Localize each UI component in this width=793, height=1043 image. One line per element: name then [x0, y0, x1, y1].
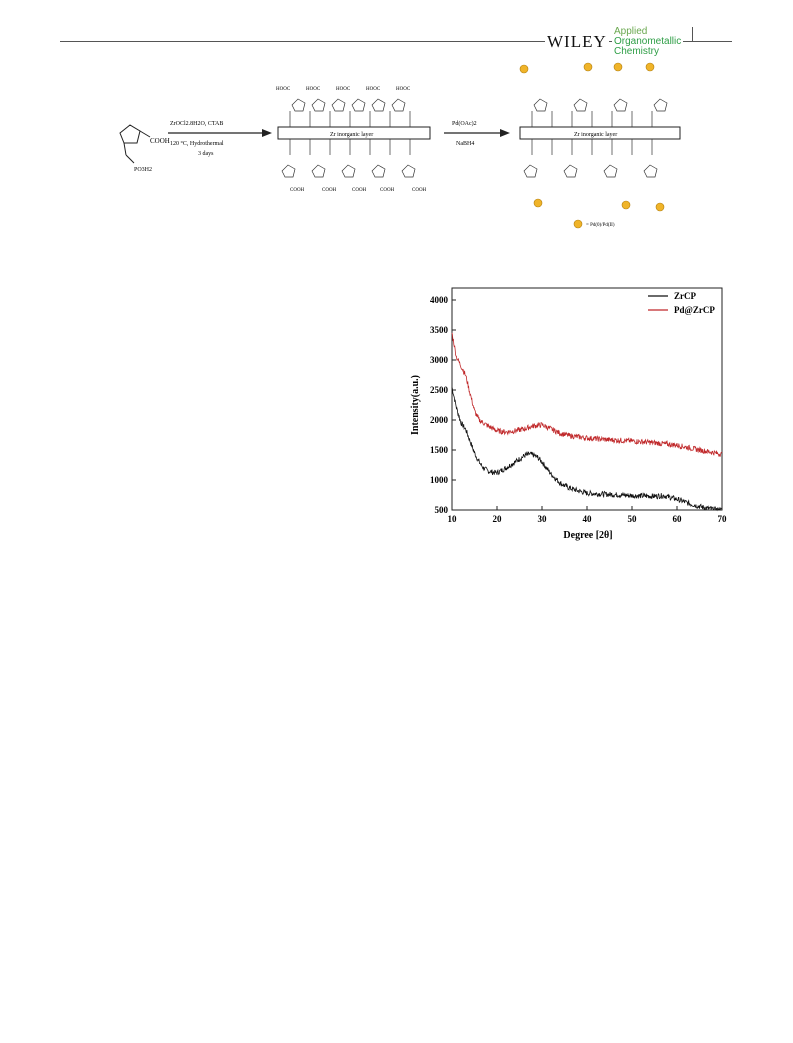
header-rule [60, 41, 732, 42]
cooh-label-4: COOH [380, 188, 395, 193]
pd-legend: = Pd(0)/Pd(II) [586, 223, 615, 228]
y-tick-label: 2500 [430, 385, 449, 395]
x-tick-label: 60 [673, 514, 683, 524]
hooc-label-3: HOOC [336, 87, 351, 92]
step2-reagent-1: Pd(OAc)2 [452, 120, 477, 127]
cooh-label-2: COOH [322, 188, 337, 193]
step1-time: 3 days [198, 151, 214, 157]
journal-logo: Applied Organometallic Chemistry [612, 26, 684, 57]
hooc-label-2: HOOC [306, 87, 321, 92]
zr-layer-1-label: Zr inorganic layer [330, 132, 373, 138]
x-tick-label: 70 [718, 514, 728, 524]
x-tick-label: 50 [628, 514, 638, 524]
journal-line-1: Applied [614, 26, 648, 37]
x-axis: 10 20 30 40 50 60 70 [448, 506, 728, 524]
x-axis-label: Degree [2θ] [563, 530, 612, 541]
y-tick-label: 3000 [430, 355, 449, 365]
series-lines [451, 332, 723, 512]
series-line-pdzrcp [451, 332, 723, 458]
journal-line-3: Chemistry [614, 46, 660, 57]
y-axis: 500 1000 1500 2000 2500 3000 3500 4000 [430, 295, 456, 515]
y-tick-label: 1500 [430, 445, 449, 455]
hooc-label-1: HOOC [276, 87, 291, 92]
cooh-label-3: COOH [352, 188, 367, 193]
y-tick-label: 2000 [430, 415, 449, 425]
plot-frame [451, 287, 723, 511]
step1-conditions: 120 °C, Hydrothermal [170, 140, 224, 147]
zr-layer-1: Zr inorganic layer HOOC HOOC HOOC HOOC H… [276, 87, 431, 193]
zr-layer-2-label: Zr inorganic layer [574, 132, 617, 138]
cooh-label-5: COOH [412, 188, 427, 193]
step1-reagents: ZrOCl2.8H2O, CTAB [170, 121, 223, 127]
plot-area [451, 287, 723, 511]
y-tick-label: 4000 [430, 295, 449, 305]
journal-line-2: Organometallic [614, 36, 682, 47]
reactant-acid-label: COOH [150, 137, 170, 145]
zr-layer-2: Zr inorganic layer = Pd(0)/Pd(II) [519, 62, 681, 229]
y-tick-label: 1000 [430, 475, 449, 485]
legend-label-pdzrcp: Pd@ZrCP [674, 305, 715, 315]
x-tick-label: 30 [538, 514, 548, 524]
synthesis-scheme: COOH PO3H2 ZrOCl2.8H2O, CTAB 120 °C, Hyd… [119, 62, 681, 229]
publisher-logo: WILEY [545, 32, 609, 52]
x-tick-label: 10 [448, 514, 458, 524]
reactant-phos-label: PO3H2 [134, 167, 152, 173]
x-tick-label: 20 [493, 514, 503, 524]
reactant-molecule: COOH PO3H2 [119, 124, 170, 173]
cooh-label-1: COOH [290, 188, 305, 193]
header-divider [692, 27, 693, 41]
step2-reagent-2: NaBH4 [456, 141, 474, 147]
xrd-chart: 10 20 30 40 50 60 70 500 1000 1500 2000 2500 3000 35… [410, 287, 728, 541]
hooc-label-5: HOOC [396, 87, 411, 92]
legend-label-zrcp: ZrCP [674, 291, 696, 301]
y-tick-label: 3500 [430, 325, 449, 335]
x-tick-label: 40 [583, 514, 593, 524]
series-line-zrcp [451, 387, 723, 512]
hooc-label-4: HOOC [366, 87, 381, 92]
legend: ZrCP Pd@ZrCP [648, 291, 715, 315]
y-tick-label: 500 [435, 505, 449, 515]
y-axis-label: Intensity(a.u.) [410, 375, 421, 435]
